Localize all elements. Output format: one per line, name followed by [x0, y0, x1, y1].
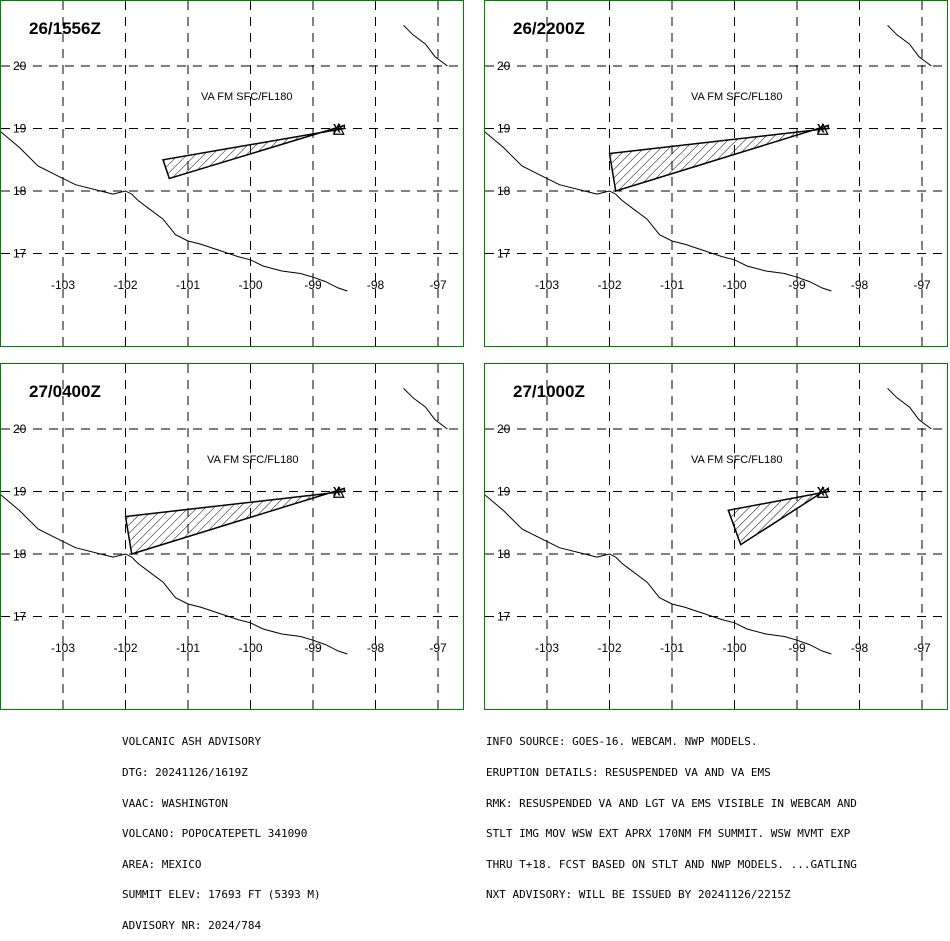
- map-svg: X 20 19 18 17 -103 -102 -101 -100 -99 -98 -97: [1, 364, 463, 709]
- latitude-label: 19: [13, 122, 27, 136]
- longitude-label: -102: [597, 641, 621, 655]
- advisory-line: STLT IMG MOV WSW EXT APRX 170NM FM SUMMI…: [486, 827, 851, 841]
- latitude-label: 19: [497, 485, 511, 499]
- ash-cloud-polygon: [124, 487, 346, 555]
- longitude-label: -100: [722, 641, 746, 655]
- longitude-label: -98: [367, 641, 385, 655]
- ash-cloud-polygon: [727, 487, 830, 546]
- longitude-label: -101: [660, 641, 684, 655]
- longitude-label: -101: [176, 278, 200, 292]
- panel-time-label: 26/1556Z: [29, 19, 101, 38]
- panel-time-label: 27/1000Z: [513, 382, 585, 401]
- latitude-label: 19: [13, 485, 27, 499]
- coastline: [485, 494, 832, 655]
- map-svg: X 20 19 18 17 -103 -102 -101 -100 -99 -98 -97: [485, 364, 947, 709]
- longitude-label: -103: [51, 278, 75, 292]
- va-height-label: VA FM SFC/FL180: [691, 91, 783, 103]
- longitude-label: -103: [535, 278, 559, 292]
- volcano-triangle-icon: [332, 122, 345, 135]
- lat-lon-grid: [1, 364, 463, 709]
- longitude-label: -103: [51, 641, 75, 655]
- volcano-marker: X: [333, 484, 341, 498]
- forecast-panel-1: X 20 19 18 17 -103 -102 -101 -100 -99 -98 -97 26/15…: [0, 0, 464, 347]
- latitude-label: 18: [497, 184, 511, 198]
- volcano-triangle-icon: [816, 122, 829, 135]
- advisory-line: INFO SOURCE: GOES-16. WEBCAM. NWP MODELS…: [486, 735, 758, 749]
- longitude-label: -98: [851, 278, 869, 292]
- latitude-label: 18: [13, 547, 27, 561]
- ash-cloud-polygon: [608, 124, 830, 192]
- ash-cloud-polygon: [162, 124, 346, 180]
- lat-lon-grid: [485, 1, 947, 346]
- coastline: [1, 494, 348, 655]
- va-height-label: VA FM SFC/FL180: [207, 454, 299, 466]
- longitude-label: -101: [176, 641, 200, 655]
- va-height-label: VA FM SFC/FL180: [201, 91, 293, 103]
- longitude-label: -97: [429, 641, 447, 655]
- advisory-line: VOLCANIC ASH ADVISORY: [122, 735, 262, 749]
- advisory-line: RMK: RESUSPENDED VA AND LGT VA EMS VISIB…: [486, 796, 857, 810]
- volcano-marker: X: [333, 121, 341, 135]
- longitude-label: -99: [304, 278, 322, 292]
- volcano-marker: X: [817, 484, 825, 498]
- forecast-panel-3: X 20 19 18 17 -103 -102 -101 -100 -99 -98 -97 27/04…: [0, 363, 464, 710]
- longitude-label: -100: [238, 278, 262, 292]
- longitude-label: -100: [238, 641, 262, 655]
- latitude-label: 18: [497, 547, 511, 561]
- forecast-panel-4: X 20 19 18 17 -103 -102 -101 -100 -99 -98 -97 27/10…: [484, 363, 948, 710]
- latitude-label: 17: [13, 247, 27, 261]
- latitude-label: 17: [497, 610, 511, 624]
- advisory-line: ERUPTION DETAILS: RESUSPENDED VA AND VA …: [486, 766, 771, 780]
- latitude-label: 20: [497, 422, 511, 436]
- advisory-line: DTG: 20241126/1619Z: [122, 766, 248, 780]
- latitude-label: 20: [497, 59, 511, 73]
- advisory-line: SUMMIT ELEV: 17693 FT (5393 M): [122, 888, 321, 902]
- volcano-marker: X: [817, 121, 825, 135]
- longitude-label: -98: [851, 641, 869, 655]
- longitude-label: -98: [367, 278, 385, 292]
- advisory-text-right: INFO SOURCE: GOES-16. WEBCAM. NWP MODELS…: [486, 717, 857, 911]
- latitude-label: 18: [13, 184, 27, 198]
- latitude-label: 19: [497, 122, 511, 136]
- longitude-label: -99: [304, 641, 322, 655]
- lat-lon-grid: [1, 1, 463, 346]
- advisory-line: THRU T+18. FCST BASED ON STLT AND NWP MO…: [486, 857, 857, 871]
- coastline: [403, 388, 448, 430]
- panel-time-label: 26/2200Z: [513, 19, 585, 38]
- longitude-label: -97: [913, 641, 931, 655]
- advisory-line: VOLCANO: POPOCATEPETL 341090: [122, 827, 308, 841]
- latitude-label: 20: [13, 59, 27, 73]
- latitude-label: 17: [13, 610, 27, 624]
- advisory-line: ADVISORY NR: 2024/784: [122, 919, 262, 933]
- longitude-label: -97: [429, 278, 447, 292]
- coastline: [1, 131, 348, 292]
- coastline: [403, 25, 448, 67]
- coastline: [887, 25, 932, 67]
- latitude-label: 20: [13, 422, 27, 436]
- longitude-label: -102: [113, 278, 137, 292]
- longitude-label: -101: [660, 278, 684, 292]
- map-svg: X 20 19 18 17 -103 -102 -101 -100 -99 -98 -97: [1, 1, 463, 346]
- coastline: [887, 388, 932, 430]
- map-svg: X 20 19 18 17 -103 -102 -101 -100 -99 -98 -97: [485, 1, 947, 346]
- longitude-label: -102: [113, 641, 137, 655]
- longitude-label: -102: [597, 278, 621, 292]
- longitude-label: -103: [535, 641, 559, 655]
- longitude-label: -100: [722, 278, 746, 292]
- forecast-panel-2: X 20 19 18 17 -103 -102 -101 -100 -99 -98 -97 26/22…: [484, 0, 948, 347]
- coastline: [485, 131, 832, 292]
- lat-lon-grid: [485, 364, 947, 709]
- longitude-label: -99: [788, 641, 806, 655]
- longitude-label: -99: [788, 278, 806, 292]
- advisory-line: VAAC: WASHINGTON: [122, 796, 228, 810]
- va-height-label: VA FM SFC/FL180: [691, 454, 783, 466]
- latitude-label: 17: [497, 247, 511, 261]
- volcano-triangle-icon: [816, 485, 829, 498]
- panel-time-label: 27/0400Z: [29, 382, 101, 401]
- advisory-text-left: VOLCANIC ASH ADVISORY DTG: 20241126/1619…: [122, 717, 321, 941]
- volcano-triangle-icon: [332, 485, 345, 498]
- advisory-line: AREA: MEXICO: [122, 857, 202, 871]
- advisory-line: NXT ADVISORY: WILL BE ISSUED BY 20241126…: [486, 888, 791, 902]
- longitude-label: -97: [913, 278, 931, 292]
